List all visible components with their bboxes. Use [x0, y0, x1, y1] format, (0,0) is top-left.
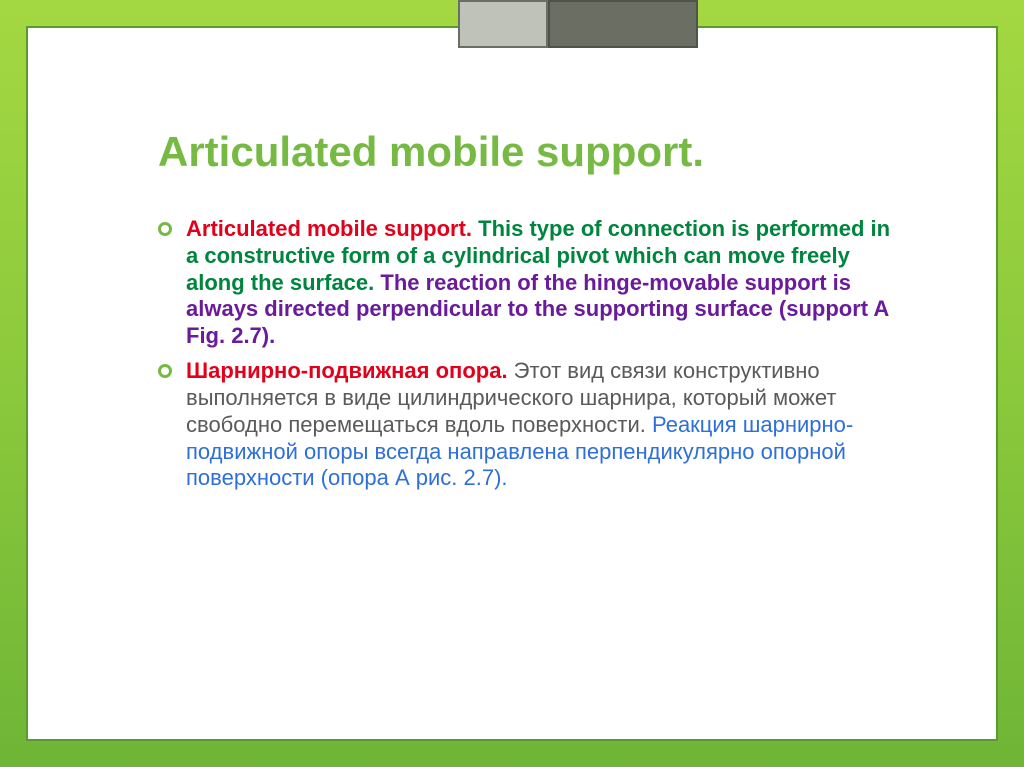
lead-text: Шарнирно-подвижная опора. [186, 358, 508, 383]
decor-box-light [458, 0, 548, 48]
bullet-icon [158, 364, 172, 378]
slide-title: Articulated mobile support. [158, 128, 896, 176]
slide-frame: Articulated mobile support. Articulated … [26, 26, 998, 741]
content-area: Articulated mobile support. Articulated … [28, 28, 996, 492]
lead-text: Articulated mobile support. [186, 216, 472, 241]
paragraph-en: Articulated mobile support. This type of… [186, 216, 896, 350]
top-decor [458, 0, 698, 48]
bullet-item: Articulated mobile support. This type of… [158, 216, 896, 350]
bullet-item: Шарнирно-подвижная опора. Этот вид связи… [158, 358, 896, 492]
decor-box-dark [548, 0, 698, 48]
bullet-icon [158, 222, 172, 236]
paragraph-ru: Шарнирно-подвижная опора. Этот вид связи… [186, 358, 896, 492]
